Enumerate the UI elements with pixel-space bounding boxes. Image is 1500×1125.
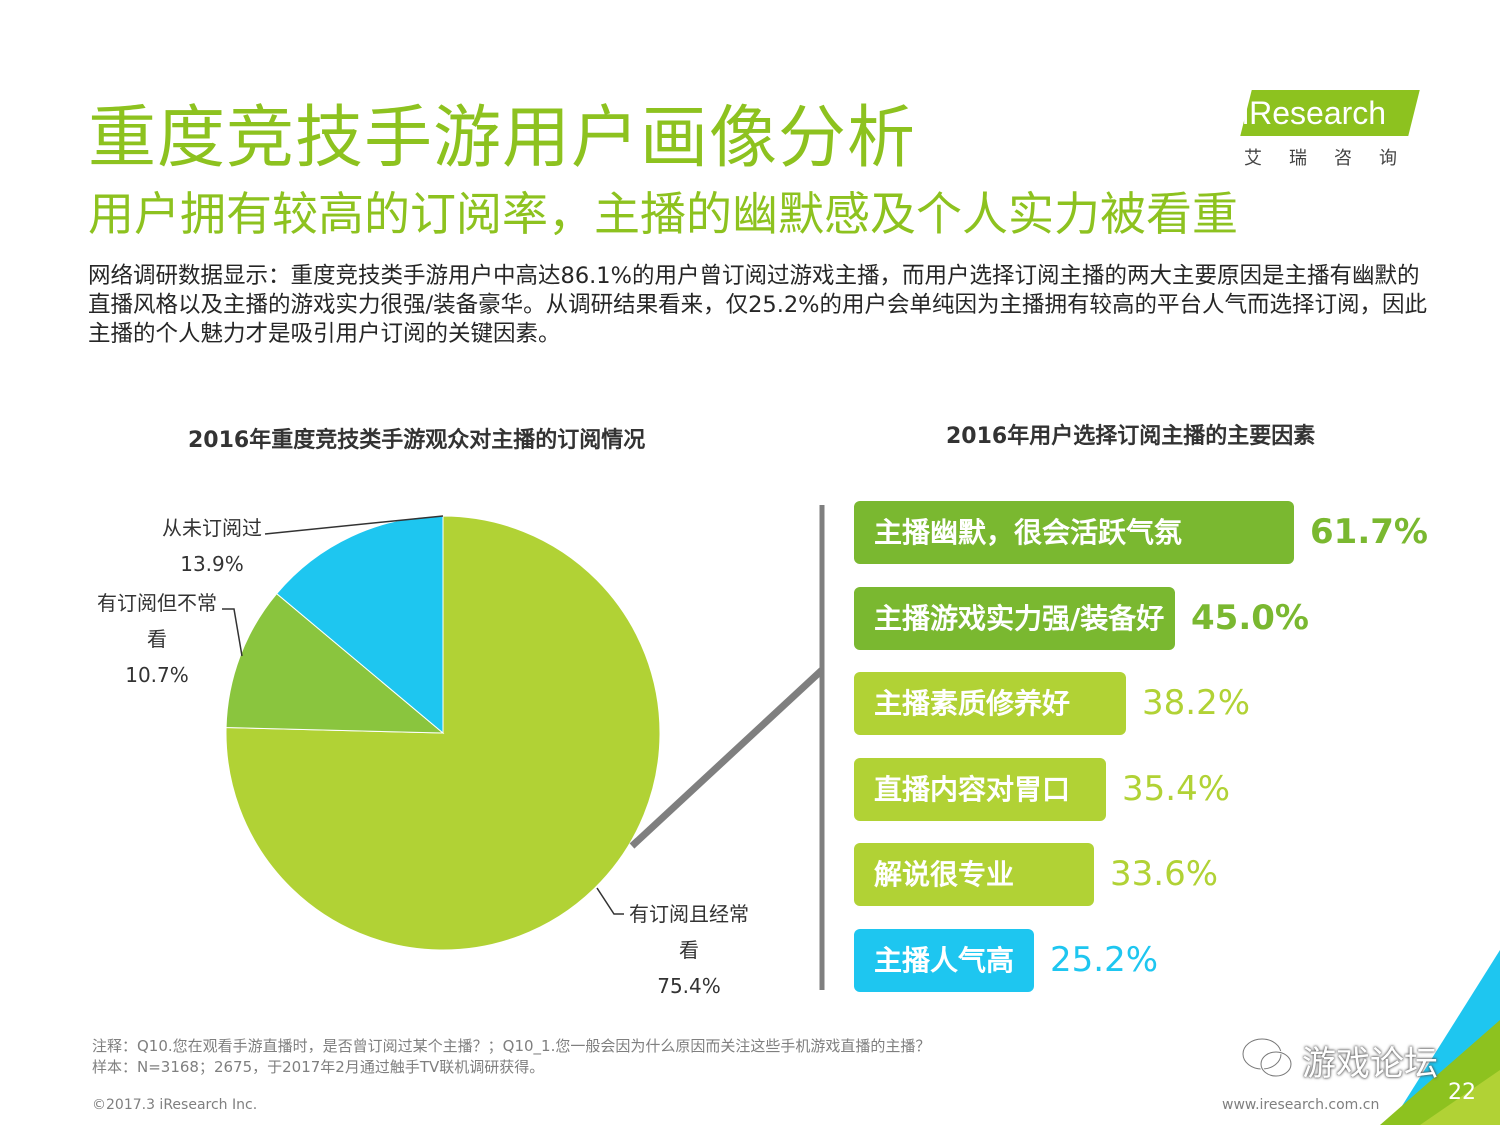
watermark-text: 游戏论坛 [1302, 1044, 1438, 1084]
footnote-line2: 样本：N=3168；2675，于2017年2月通过触手TV联机调研获得。 [92, 1058, 545, 1076]
pie-chart-title: 2016年重度竞技类手游观众对主播的订阅情况 [188, 428, 646, 453]
pie-slice-occasional [225, 592, 445, 734]
pie-label-often-value: 75.4% [657, 974, 721, 998]
corner-decoration [1380, 950, 1500, 1125]
pie-label-never-value: 13.9% [180, 552, 244, 576]
pie-slice-never [275, 515, 444, 735]
page-title: 重度竞技手游用户画像分析 [88, 99, 917, 178]
pie-label-often-name2: 看 [679, 938, 699, 962]
leader-line-occasional [222, 608, 243, 657]
pie-label-often-name: 有订阅且经常 [629, 902, 749, 926]
pie-label-occasional: 有订阅但不常 看 10.7% [90, 585, 224, 693]
copyright: ©2017.3 iResearch Inc. [92, 1097, 258, 1113]
pie-label-often: 有订阅且经常 看 75.4% [622, 896, 756, 1004]
iresearch-logo: iResearch 艾瑞咨询 [1236, 88, 1436, 178]
page-number: 22 [1448, 1080, 1476, 1105]
bar-chart-title: 2016年用户选择订阅主播的主要因素 [946, 424, 1316, 449]
pie-label-occasional-name2: 看 [147, 627, 167, 651]
leader-line-often [596, 887, 624, 915]
footnote: 注释：Q10.您在观看手游直播时，是否曾订阅过某个主播？；Q10_1.您一般会因… [92, 1036, 930, 1078]
page-subtitle: 用户拥有较高的订阅率，主播的幽默感及个人实力被看重 [88, 187, 1238, 241]
connector-line [629, 667, 825, 849]
logo-subtext: 艾瑞咨询 [1244, 148, 1424, 169]
pie-label-never: 从未订阅过 13.9% [150, 510, 274, 582]
footnote-line1: 注释：Q10.您在观看手游直播时，是否曾订阅过某个主播？；Q10_1.您一般会因… [92, 1037, 931, 1055]
wechat-icon [1241, 1037, 1293, 1078]
leader-line-never [264, 515, 444, 535]
summary-text: 网络调研数据显示：重度竞技类手游用户中高达86.1%的用户曾订阅过游戏主播，而用… [88, 263, 1428, 347]
pie-label-occasional-value: 10.7% [125, 663, 189, 687]
logo-text: iResearch [1242, 95, 1387, 131]
pie-label-never-name: 从未订阅过 [162, 516, 262, 540]
website: www.iresearch.com.cn [1222, 1097, 1380, 1113]
pie-label-occasional-name: 有订阅但不常 [97, 591, 217, 615]
